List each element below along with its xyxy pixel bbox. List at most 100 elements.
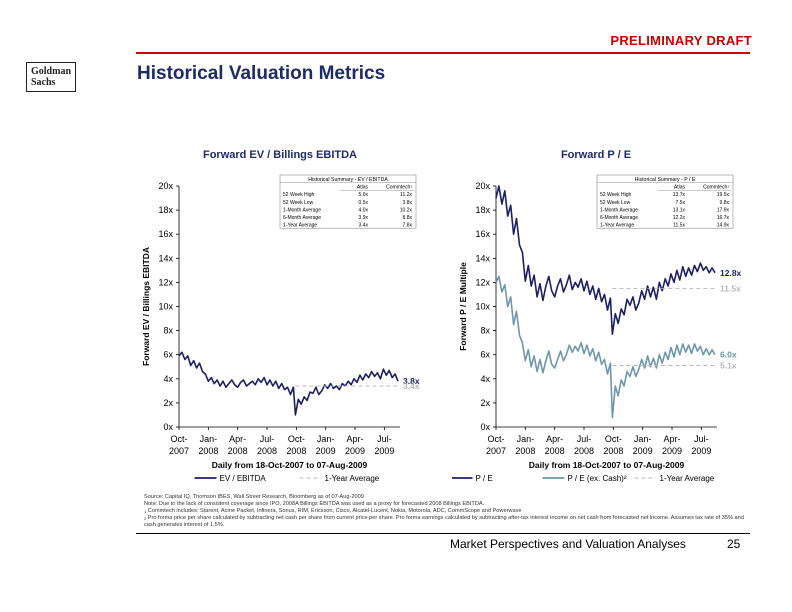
series-line-0 (178, 351, 399, 416)
summary-table-cell: 7.5x (676, 200, 686, 206)
summary-table-cell: 19.5x (717, 192, 730, 198)
value-annotation: 3.8x (403, 376, 420, 386)
preliminary-draft-label: PRELIMINARY DRAFT (610, 33, 752, 48)
value-annotation: 6.0x (720, 350, 737, 360)
x-tick-label-month: Jul- (260, 434, 275, 444)
x-tick-label-month: Jul- (577, 434, 592, 444)
summary-table-cell: 11.5x (673, 223, 685, 229)
x-tick-label-month: Jan- (317, 434, 335, 444)
summary-table-title: Historical Summary - EV / EBITDA (308, 177, 388, 183)
summary-table-cell: 13.7x (673, 192, 686, 198)
summary-table-cell: 4.0x (359, 207, 369, 213)
legend-label: EV / EBITDA (220, 474, 267, 483)
summary-table-cell: 1-Month Average (600, 207, 638, 213)
y-tick-label: 12x (475, 277, 490, 287)
series-line-0 (495, 185, 716, 335)
x-tick-label-month: Jan- (517, 434, 535, 444)
source-note: Source: Capital IQ, Thomson IBES, Wall S… (144, 494, 364, 500)
footnotes: Source: Capital IQ, Thomson IBES, Wall S… (144, 494, 744, 529)
summary-table-cell: 9.8x (720, 200, 730, 206)
footnote-1-mark: 1 (144, 509, 147, 514)
legend-label: P / E (ex. Cash)² (568, 474, 627, 483)
footnote-1: 1 Commtech includes: Starent, Acme Packe… (144, 508, 744, 515)
footnote-2-mark: 2 (144, 516, 147, 521)
pe-chart: 0x 2x 4x 6x 8x 10x 12x 14x 16x 18x 20x Oct- 2007 Jan-… (452, 174, 742, 483)
x-tick-label-month: Jan- (200, 434, 218, 444)
summary-table: Historical Summary - P / E Atlas Comm­tech… (596, 174, 734, 229)
x-tick-label-year: 2008 (286, 446, 306, 456)
summary-table-cell: 8.8x (403, 215, 413, 221)
x-tick-label-month: Apr- (546, 434, 563, 444)
y-tick-label: 16x (158, 229, 173, 239)
x-tick-label-year: 2009 (316, 446, 336, 456)
y-tick-label: 10x (158, 302, 173, 312)
x-tick-label-year: 2008 (574, 446, 594, 456)
y-tick-label: 18x (158, 205, 173, 215)
y-tick-label: 2x (480, 398, 490, 408)
y-tick-label: 8x (163, 326, 173, 336)
summary-table-box (596, 174, 734, 229)
x-tick-label-month: Oct- (288, 434, 305, 444)
x-tick-label-year: 2008 (198, 446, 218, 456)
page-number: 25 (727, 537, 741, 551)
summary-table-cell: 52 Week High (283, 192, 315, 198)
value-annotation: 5.1x (720, 361, 737, 371)
y-tick-label: 0x (163, 422, 173, 432)
summary-table: Historical Summary - EV / EBITDA Atlas Com… (279, 174, 417, 229)
value-annotation: 12.8x (720, 268, 742, 278)
summary-table-cell: 0.5x (359, 200, 369, 206)
page-title: Historical Valuation Metrics (137, 63, 386, 84)
x-tick-label-month: Jan- (634, 434, 652, 444)
y-tick-label: 14x (475, 253, 490, 263)
y-tick-label: 14x (158, 253, 173, 263)
summary-table-cell: 1-Month Average (283, 207, 321, 213)
chart-title-pe: Forward P / E (560, 149, 632, 161)
summary-table-cell: 3.8x (403, 200, 413, 206)
x-axis-label: Daily from 18-Oct-2007 to 07-Aug-2009 (529, 460, 685, 470)
y-tick-label: 6x (163, 350, 173, 360)
x-tick-label-month: Apr- (229, 434, 246, 444)
footer-text: Market Perspectives and Valuation Analys… (450, 537, 686, 551)
x-tick-label-year: 2008 (515, 446, 535, 456)
x-tick-label-year: 2007 (169, 446, 189, 456)
x-tick-label-year: 2008 (228, 446, 248, 456)
summary-table-cell: 10.2x (400, 207, 413, 213)
y-axis-label: Forward EV / Billings EBITDA (141, 247, 151, 366)
x-tick-label-month: Oct- (171, 434, 188, 444)
x-tick-label-year: 2009 (633, 446, 653, 456)
legend-label: 1-Year Average (660, 474, 715, 483)
y-tick-label: 16x (475, 229, 490, 239)
x-tick-label-year: 2009 (345, 446, 365, 456)
summary-table-cell: 1-Year Average (600, 223, 634, 229)
summary-table-cell: 7.8x (403, 223, 413, 229)
y-tick-label: 18x (475, 205, 490, 215)
summary-table-cell: 11.2x (400, 192, 412, 198)
x-tick-label-year: 2009 (374, 446, 394, 456)
y-tick-label: 4x (163, 374, 173, 384)
x-axis-label: Daily from 18-Oct-2007 to 07-Aug-2009 (212, 460, 368, 470)
y-tick-label: 10x (475, 302, 490, 312)
y-tick-label: 0x (480, 422, 490, 432)
footnote-2: 2 Pro forma price per share calculated b… (144, 515, 744, 529)
summary-table-cell: 1-Year Average (283, 223, 317, 229)
summary-table-cell: 6-Month Average (283, 215, 321, 221)
summary-table-cell: 52 Week Low (600, 200, 631, 206)
summary-table-header: Atlas (357, 185, 369, 191)
x-tick-label-year: 2008 (603, 446, 623, 456)
summary-table-cell: 14.9x (717, 223, 730, 229)
summary-table-cell: 13.1x (673, 207, 686, 213)
summary-table-header: Atlas (674, 185, 686, 191)
chart-title-ev-ebitda: Forward EV / Billings EBITDA (202, 149, 358, 161)
x-tick-label-year: 2009 (662, 446, 682, 456)
header-rule (136, 52, 750, 54)
x-tick-label-month: Oct- (605, 434, 622, 444)
x-tick-label-year: 2009 (691, 446, 711, 456)
summary-table-cell: 3.4x (359, 223, 369, 229)
footer-rule (136, 533, 750, 534)
y-tick-label: 20x (158, 181, 173, 191)
x-tick-label-month: Oct- (488, 434, 505, 444)
summary-table-title: Historical Summary - P / E (635, 177, 696, 183)
y-tick-label: 4x (480, 374, 490, 384)
y-tick-label: 20x (475, 181, 490, 191)
x-tick-label-year: 2007 (486, 446, 506, 456)
